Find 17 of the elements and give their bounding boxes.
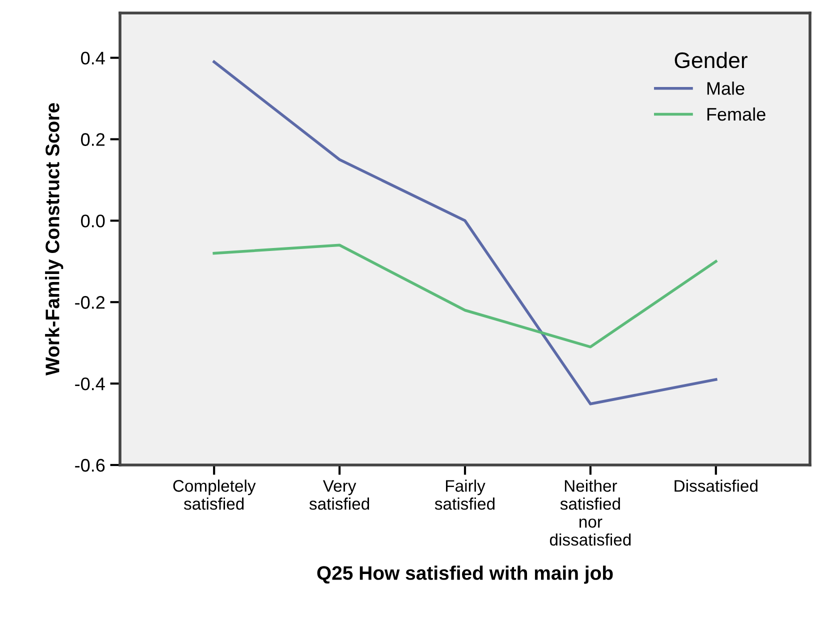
line-series (212, 244, 718, 348)
y-tick-label: 0.0 (81, 214, 105, 228)
x-tick-label: Completely satisfied (173, 480, 256, 510)
x-tick-label: Neither satisfied nor dissatisfied (550, 480, 631, 546)
x-tick-label: Fairly satisfied (434, 480, 494, 510)
legend-label: Female (707, 107, 766, 121)
legend-title: Gender (674, 52, 748, 68)
y-tick-label: 0.4 (81, 52, 105, 65)
legend-label: Male (707, 82, 744, 95)
y-tick-label: -0.6 (75, 458, 105, 472)
y-tick-label: -0.2 (75, 296, 105, 309)
x-axis-title: Q25 How satisfied with main job (317, 566, 613, 584)
y-tick-label: -0.4 (75, 377, 105, 390)
y-tick-label: 0.2 (81, 133, 105, 146)
y-axis-title: Work-Family Construct Score (45, 103, 64, 376)
x-tick-label: Very satisfied (309, 480, 370, 510)
x-tick-label: Dissatisfied (674, 480, 758, 492)
